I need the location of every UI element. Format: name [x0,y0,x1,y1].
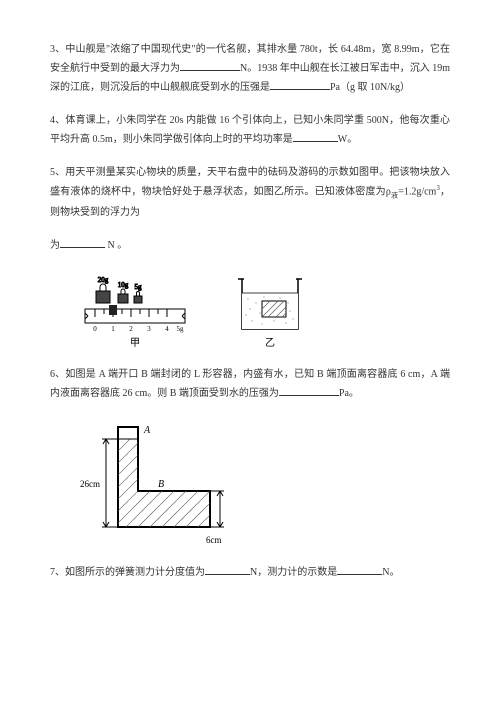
question-3: 3、中山舰是"浓缩了中国现代史"的一代名舰，其排水量 780t，长 64.48m… [50,40,450,97]
q3-blank-2 [270,79,330,90]
svg-text:10g: 10g [118,281,129,289]
question-5: 5、用天平测量某实心物块的质量，天平右盘中的砝码及游码的示数如图甲。把该物块放入… [50,163,450,222]
svg-text:甲: 甲 [130,338,140,349]
svg-text:B: B [158,479,164,490]
q5-text-c: N 。 [105,240,127,251]
svg-text:1: 1 [111,325,115,333]
question-4: 4、体育课上，小朱同学在 20s 内能做 16 个引体向上，已知小朱同学重 50… [50,111,450,149]
q3-text-c: Pa（g 取 10N/kg） [330,82,410,93]
svg-text:5g: 5g [177,325,185,333]
figure-yi: 乙 [230,269,310,349]
q4-text-b: W。 [338,134,357,145]
q7-blank-2 [337,564,382,575]
svg-text:26cm: 26cm [80,479,100,489]
svg-text:2: 2 [129,325,133,333]
q7-text-c: N。 [382,567,399,578]
question-6: 6、如图是 A 端开口 B 端封闭的 L 形容器，内盛有水，已知 B 端顶面离容… [50,365,450,403]
svg-text:20g: 20g [98,276,109,284]
q6-blank-1 [279,385,339,396]
figure-jia: 20g 10g 5g 0 1 [80,269,190,349]
q7-text-b: N，测力计的示数是 [250,567,337,578]
question-5-line2: 为 N 。 [50,236,450,255]
svg-text:3: 3 [147,325,151,333]
q5-fw: 为 [50,240,60,251]
svg-text:4: 4 [165,325,169,333]
svg-text:A: A [143,425,151,436]
svg-text:5g: 5g [135,283,143,291]
svg-text:乙: 乙 [265,337,275,349]
q4-text-a: 4、体育课上，小朱同学在 20s 内能做 16 个引体向上，已知小朱同学重 50… [50,115,450,145]
q6-text-a: 6、如图是 A 端开口 B 端封闭的 L 形容器，内盛有水，已知 B 端顶面离容… [50,369,450,399]
figure-q5: 20g 10g 5g 0 1 [80,269,450,349]
q6-text-b: Pa。 [339,388,359,399]
q7-text-a: 7、如图所示的弹簧测力计分度值为 [50,567,205,578]
q5-rho-val: =1.2g/cm [398,186,436,197]
q4-blank-1 [293,131,338,142]
svg-text:6cm: 6cm [206,535,222,545]
question-7: 7、如图所示的弹簧测力计分度值为 N，测力计的示数是 N。 [50,563,450,582]
svg-text:0: 0 [93,325,97,333]
q5-blank-1 [60,237,105,248]
q3-blank-1 [180,60,240,71]
figure-q6: A B 26cm 6cm [80,417,450,547]
q7-blank-1 [205,564,250,575]
